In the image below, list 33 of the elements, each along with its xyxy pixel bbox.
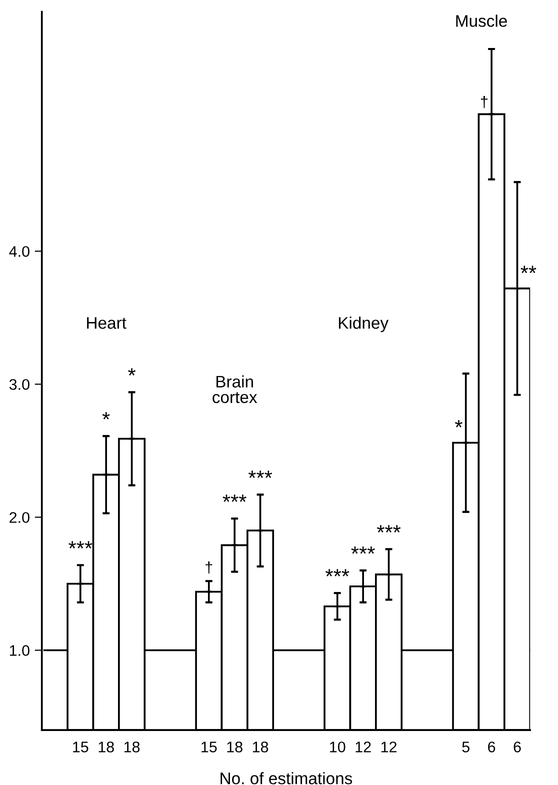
annotation: Brain cortex [212,375,258,404]
x-tick-label: 12 [356,742,371,752]
x-tick-label: 15 [202,742,217,752]
y-tick-label: 4.0 [9,246,30,257]
data-label: *** [351,546,375,554]
annotation: Muscle [456,14,507,27]
data-label: ** [520,266,536,274]
data-label: * [102,412,110,420]
y-tick-label: 2.0 [10,512,30,523]
data-label: *** [326,569,350,576]
x-tick-label: 18 [227,742,242,752]
data-label: † [481,96,488,108]
x-tick-label: 18 [124,742,140,752]
x-axis-title: No. of estimations [220,772,352,784]
data-label: † [206,562,212,574]
x-tick-label: 15 [73,742,88,752]
x-tick-label: 5 [462,742,470,752]
annotation: Kidney [338,316,389,332]
x-tick-label: 6 [514,742,521,752]
x-tick-label: 12 [381,742,396,752]
data-label: * [455,420,462,428]
annotation: Heart [87,317,126,329]
x-tick-label: 6 [488,742,496,752]
data-label: *** [376,525,401,532]
data-label: *** [68,541,92,548]
y-tick-label: 1.0 [10,645,30,656]
data-label: * [128,368,136,376]
x-tick-label: 10 [330,742,346,752]
x-tick-label: 18 [252,742,268,752]
y-tick-label: 3.0 [9,379,30,390]
x-tick-label: 18 [98,742,114,752]
data-label: *** [222,494,246,502]
data-label: *** [248,470,272,478]
